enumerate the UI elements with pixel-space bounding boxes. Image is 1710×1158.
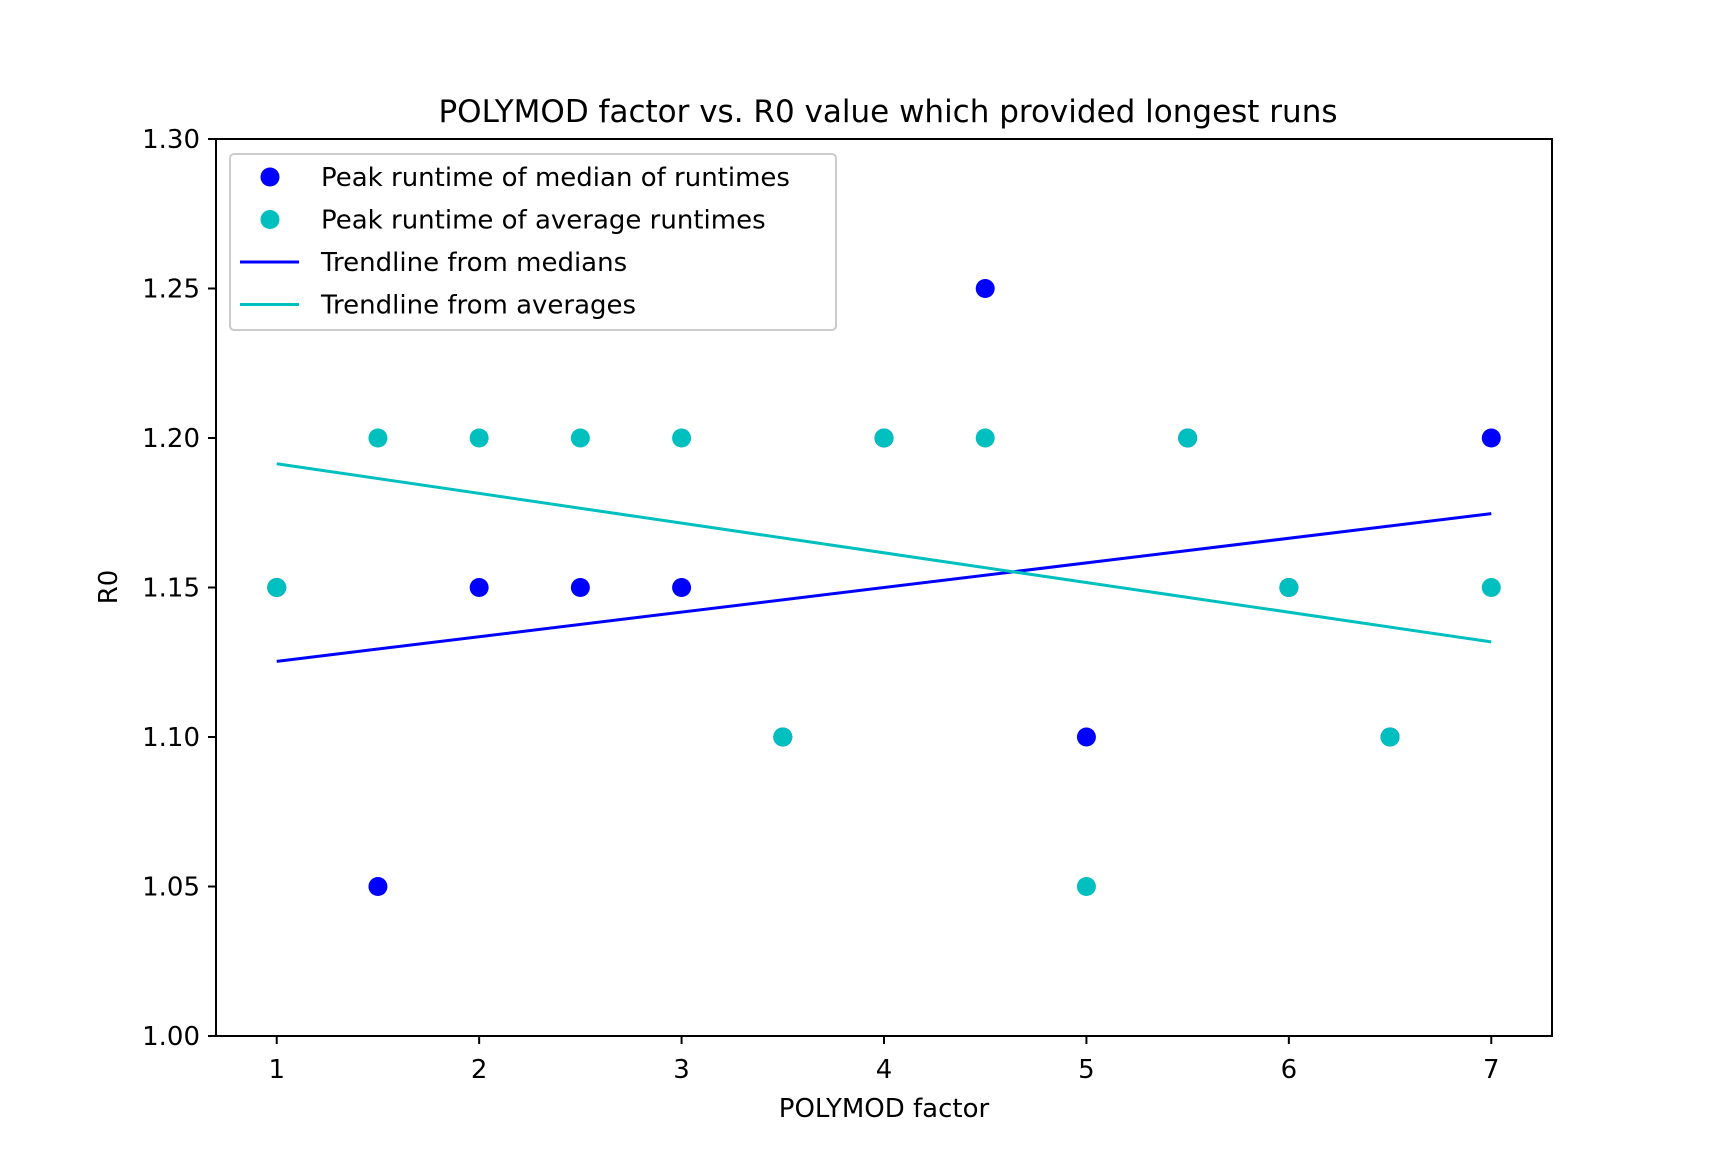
data-point-series-1 — [469, 428, 489, 448]
data-point-series-0 — [672, 578, 692, 597]
x-axis-label: POLYMOD factor — [779, 1094, 990, 1124]
axis-ticks: 1 2 3 4 5 6 7 1.00 1.05 1.10 1.15 1.20 1.25 1.30 — [142, 125, 1499, 1085]
y-tick-label: 1.10 — [142, 723, 200, 753]
legend-marker-series-1 — [260, 210, 280, 229]
data-point-series-0 — [570, 578, 590, 597]
data-point-series-0 — [1076, 727, 1096, 747]
data-point-series-1 — [1076, 877, 1096, 896]
data-point-series-1 — [773, 727, 793, 747]
x-tick-label: 6 — [1281, 1055, 1298, 1085]
y-tick-label: 1.15 — [142, 574, 200, 604]
y-axis-label: R0 — [94, 570, 124, 605]
legend-label-series-2: Trendline from medians — [320, 248, 627, 278]
plot-area — [267, 279, 1501, 896]
data-point-series-1 — [1279, 578, 1299, 597]
data-point-series-1 — [570, 428, 590, 448]
y-tick-label: 1.30 — [142, 125, 200, 155]
x-tick-label: 4 — [876, 1055, 893, 1085]
data-point-series-1 — [368, 428, 388, 448]
data-point-series-0 — [975, 279, 995, 298]
data-point-series-1 — [267, 578, 287, 597]
data-point-series-1 — [874, 428, 894, 448]
data-point-series-1 — [1481, 578, 1501, 597]
x-tick-label: 1 — [268, 1055, 285, 1085]
legend-items: Peak runtime of median of runtimes Peak r… — [240, 163, 790, 321]
data-point-series-1 — [1178, 428, 1198, 448]
data-point-series-0 — [368, 877, 388, 896]
x-tick-label: 3 — [673, 1055, 690, 1085]
data-point-series-1 — [975, 428, 995, 448]
chart-title: POLYMOD factor vs. R0 value which provid… — [438, 94, 1337, 130]
data-point-series-1 — [1380, 727, 1400, 747]
data-point-series-0 — [469, 578, 489, 597]
y-tick-label: 1.00 — [142, 1022, 200, 1052]
legend-label-series-0: Peak runtime of median of runtimes — [321, 163, 790, 193]
y-tick-label: 1.05 — [142, 873, 200, 903]
data-point-series-1 — [672, 428, 692, 448]
legend-frame — [229, 153, 837, 331]
trendline-series-2 — [276, 512, 1492, 663]
legend: Peak runtime of median of runtimes Peak r… — [229, 153, 837, 331]
legend-label-series-3: Trendline from averages — [320, 291, 636, 321]
data-point-series-0 — [1481, 428, 1501, 448]
legend-label-series-1: Peak runtime of average runtimes — [321, 206, 766, 236]
legend-marker-series-0 — [260, 167, 280, 187]
y-tick-label: 1.20 — [142, 424, 200, 454]
x-tick-label: 7 — [1483, 1055, 1500, 1085]
x-tick-label: 2 — [471, 1055, 488, 1085]
trendline-series-3 — [276, 462, 1492, 644]
x-tick-label: 5 — [1078, 1055, 1095, 1085]
y-tick-label: 1.25 — [142, 275, 200, 305]
